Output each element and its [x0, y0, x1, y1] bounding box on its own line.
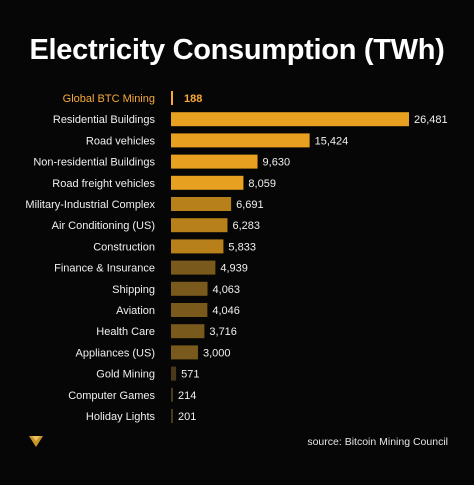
bar: [171, 281, 208, 296]
category-label: Road vehicles: [86, 135, 156, 147]
value-label: 3,716: [209, 326, 237, 338]
category-label: Aviation: [116, 305, 155, 317]
value-label: 571: [181, 369, 199, 381]
source-note: source: Bitcoin Mining Council: [307, 436, 448, 448]
bar: [171, 133, 310, 148]
category-label: Air Conditioning (US): [52, 220, 155, 232]
category-label: Appliances (US): [76, 347, 155, 359]
category-label: Global BTC Mining: [63, 93, 155, 105]
category-label: Computer Games: [68, 390, 155, 402]
bar: [171, 409, 173, 423]
value-label: 4,063: [213, 284, 241, 296]
value-label: 4,046: [212, 305, 240, 317]
value-label: 9,630: [263, 157, 291, 169]
category-label: Residential Buildings: [53, 114, 156, 126]
category-label: Road freight vehicles: [52, 178, 155, 190]
value-label: 214: [178, 390, 196, 402]
category-label: Military-Industrial Complex: [25, 199, 155, 211]
bar: [171, 324, 205, 339]
bar: [171, 387, 173, 402]
category-label: Health Care: [96, 326, 155, 338]
category-label: Gold Mining: [96, 369, 155, 381]
category-label: Non-residential Buildings: [33, 157, 155, 169]
value-label: 6,691: [236, 199, 264, 211]
category-label: Finance & Insurance: [54, 263, 155, 275]
value-label: 3,000: [203, 347, 231, 359]
category-label: Shipping: [112, 284, 155, 296]
value-label: 4,939: [220, 263, 248, 275]
bar: [171, 112, 409, 127]
value-label: 5,833: [228, 241, 256, 253]
value-label: 188: [184, 93, 202, 105]
chart-title: Electricity Consumption (TWh): [29, 34, 445, 66]
diamond-logo-icon: [29, 436, 43, 447]
value-label: 201: [178, 411, 196, 423]
bar: [171, 91, 173, 105]
bar: [171, 239, 224, 254]
value-label: 15,424: [315, 135, 349, 147]
category-label: Holiday Lights: [86, 411, 156, 423]
bar: [171, 218, 228, 233]
category-label: Construction: [93, 241, 155, 253]
bar: [171, 345, 198, 360]
value-label: 8,059: [248, 178, 276, 190]
bar: [171, 197, 232, 211]
bar: [171, 260, 216, 275]
bar: [171, 303, 208, 317]
bar: [171, 175, 244, 190]
bar: [171, 366, 177, 381]
value-label: 6,283: [232, 220, 260, 232]
bar: [171, 154, 258, 169]
value-label: 26,481: [414, 114, 448, 126]
